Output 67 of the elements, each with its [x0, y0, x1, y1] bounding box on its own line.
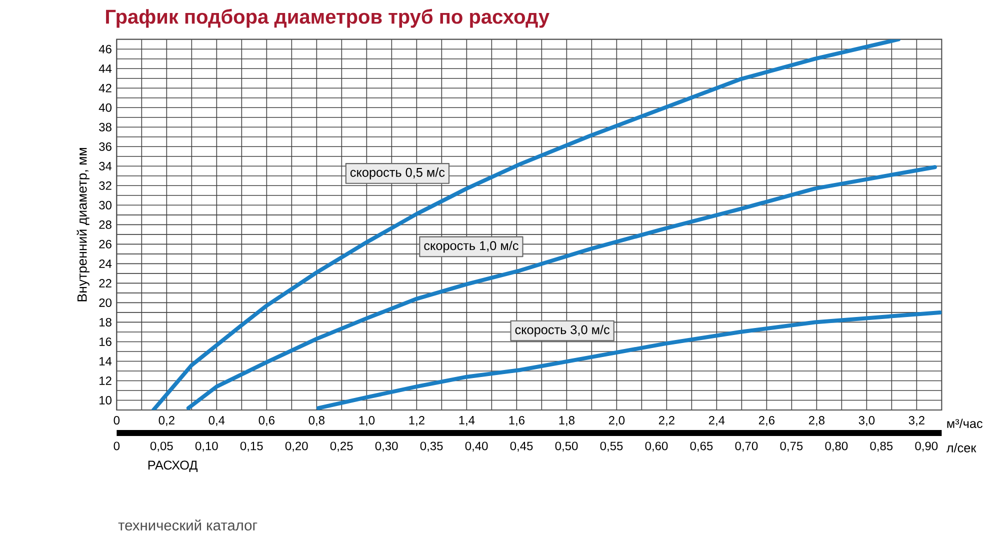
y-tick-label: 36 — [99, 142, 112, 151]
y-tick-label: 18 — [100, 318, 112, 326]
y-tick-label: 44 — [98, 64, 112, 73]
x-tick-label: 0,6 — [258, 416, 274, 426]
text: РАСХОД — [148, 460, 198, 472]
x2-tick-label: 0,40 — [465, 442, 488, 452]
x2-tick-label: 0,35 — [420, 442, 443, 452]
x-tick-label: 3,2 — [908, 416, 924, 426]
y-tick-label: 24 — [99, 259, 112, 268]
x-tick-label: 0,8 — [308, 416, 324, 426]
x-axis-title: м³/час — [947, 418, 982, 428]
text: технический каталог — [118, 519, 258, 531]
x2-tick-label: 0,80 — [825, 442, 848, 452]
x2-tick-label: 0,70 — [735, 442, 758, 452]
x-tick-label: 2,2 — [658, 416, 674, 426]
x-tick-label: 1,8 — [559, 416, 574, 426]
x-tick-label: 1,2 — [409, 416, 424, 426]
x-tick-label: 1,4 — [459, 416, 475, 426]
x2-tick-label: 0,20 — [285, 442, 308, 452]
y-tick-label: 28 — [99, 220, 112, 229]
x-tick-label: 2,8 — [808, 416, 824, 426]
x2-tick-label: 0,15 — [240, 442, 263, 452]
x-tick-label: 2,0 — [608, 416, 625, 426]
y-tick-label: 32 — [99, 181, 112, 190]
x2-tick-label: 0,30 — [375, 442, 398, 452]
x-tick-label: 2,4 — [708, 416, 725, 426]
x2-tick-label: 0,50 — [555, 442, 578, 452]
chart-title: График подбора диаметров труб по расходу — [106, 8, 550, 28]
line-series — [151, 39, 900, 410]
x2-tick-label: 0,45 — [510, 442, 533, 452]
y-tick-label: 26 — [99, 240, 112, 248]
series-label: скорость 1,0 м/с — [424, 240, 518, 253]
y-tick-label: 10 — [100, 396, 112, 404]
y-tick-label: 14 — [100, 357, 112, 366]
x-tick-label: 0 — [114, 416, 120, 425]
y-tick-label: 30 — [99, 200, 112, 210]
line-series — [186, 165, 937, 410]
x2-tick-label: 0,75 — [780, 442, 803, 452]
line-series — [316, 310, 942, 410]
x2-tick-label: 0 — [114, 442, 120, 450]
x-tick-label: 1,0 — [359, 416, 375, 426]
x2-tick-label: 0,05 — [150, 442, 173, 452]
x2-tick-label: 0,25 — [330, 442, 353, 452]
y-tick-label: 20 — [99, 298, 112, 307]
series-label: скорость 0,5 м/с — [350, 168, 445, 180]
y-axis-title: Внутренний диаметр, мм — [76, 148, 90, 302]
y-tick-label: 42 — [98, 84, 112, 92]
series-label: скорость 3,0 м/с — [515, 324, 610, 337]
y-tick-label: 38 — [99, 122, 112, 132]
y-tick-label: 46 — [98, 44, 112, 54]
x2-tick-label: 0,85 — [870, 442, 893, 452]
y-tick-label: 34 — [99, 162, 112, 170]
x-tick-label: 3,0 — [858, 416, 875, 426]
x-tick-label: 1,6 — [509, 416, 524, 426]
x-tick-label: 2,6 — [758, 416, 774, 426]
y-tick-label: 22 — [99, 279, 112, 288]
x2-tick-label: 0,55 — [600, 442, 623, 452]
y-tick-label: 40 — [98, 103, 112, 112]
x2-axis-title: л/сек — [946, 443, 976, 452]
x2-tick-label: 0,10 — [195, 442, 218, 452]
x-tick-label: 0,4 — [208, 416, 225, 426]
x-tick-label: 0,2 — [158, 416, 174, 426]
x2-tick-label: 0,65 — [690, 442, 713, 452]
y-tick-label: 16 — [100, 337, 112, 346]
x2-tick-label: 0,90 — [915, 442, 938, 452]
x2-tick-label: 0,60 — [645, 442, 668, 452]
y-tick-label: 12 — [100, 376, 112, 385]
